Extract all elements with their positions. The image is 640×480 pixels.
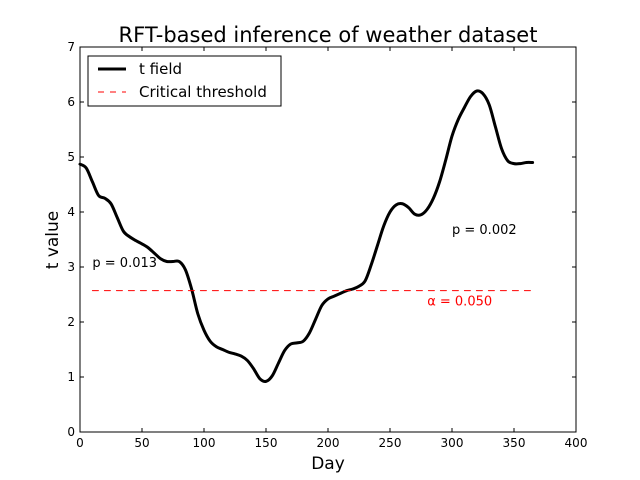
axis-ticks: 0 50 100 150 200 250 300 350 400 0 1 2 3 4 5 6 7 (67, 40, 587, 450)
y-tick-label: 5 (67, 150, 75, 164)
annotation-label: p = 0.002 (452, 223, 517, 238)
x-tick-label: 200 (317, 436, 340, 450)
x-tick-label: 0 (76, 436, 84, 450)
legend: t field Critical threshold (87, 55, 282, 107)
x-tick-label: 100 (193, 436, 216, 450)
x-tick-label: 50 (134, 436, 149, 450)
y-tick-label: 1 (67, 370, 75, 384)
annotation-label: p = 0.013 (92, 256, 157, 271)
y-tick-label: 4 (67, 205, 75, 219)
legend-box (87, 55, 282, 107)
x-tick-label: 150 (255, 436, 278, 450)
x-tick-label: 300 (441, 436, 464, 450)
series-layer (78, 89, 535, 383)
legend-label-t-field: t field (139, 60, 182, 78)
chart-title: RFT-based inference of weather dataset (119, 23, 538, 47)
series-line-t-field (78, 89, 535, 383)
annotation-label: α = 0.050 (427, 295, 492, 310)
y-tick-label: 0 (67, 425, 75, 439)
y-tick-label: 3 (67, 260, 75, 274)
annotations: p = 0.013 p = 0.002 α = 0.050 (92, 223, 516, 310)
x-tick-label: 250 (379, 436, 402, 450)
y-tick-label: 6 (67, 95, 75, 109)
x-tick-label: 400 (565, 436, 588, 450)
x-axis-title: Day (311, 454, 345, 474)
y-tick-label: 7 (67, 40, 75, 54)
x-tick-label: 350 (503, 436, 526, 450)
y-tick-label: 2 (67, 315, 75, 329)
y-axis-title: t value (43, 211, 63, 270)
legend-label-critical-threshold: Critical threshold (139, 83, 267, 101)
